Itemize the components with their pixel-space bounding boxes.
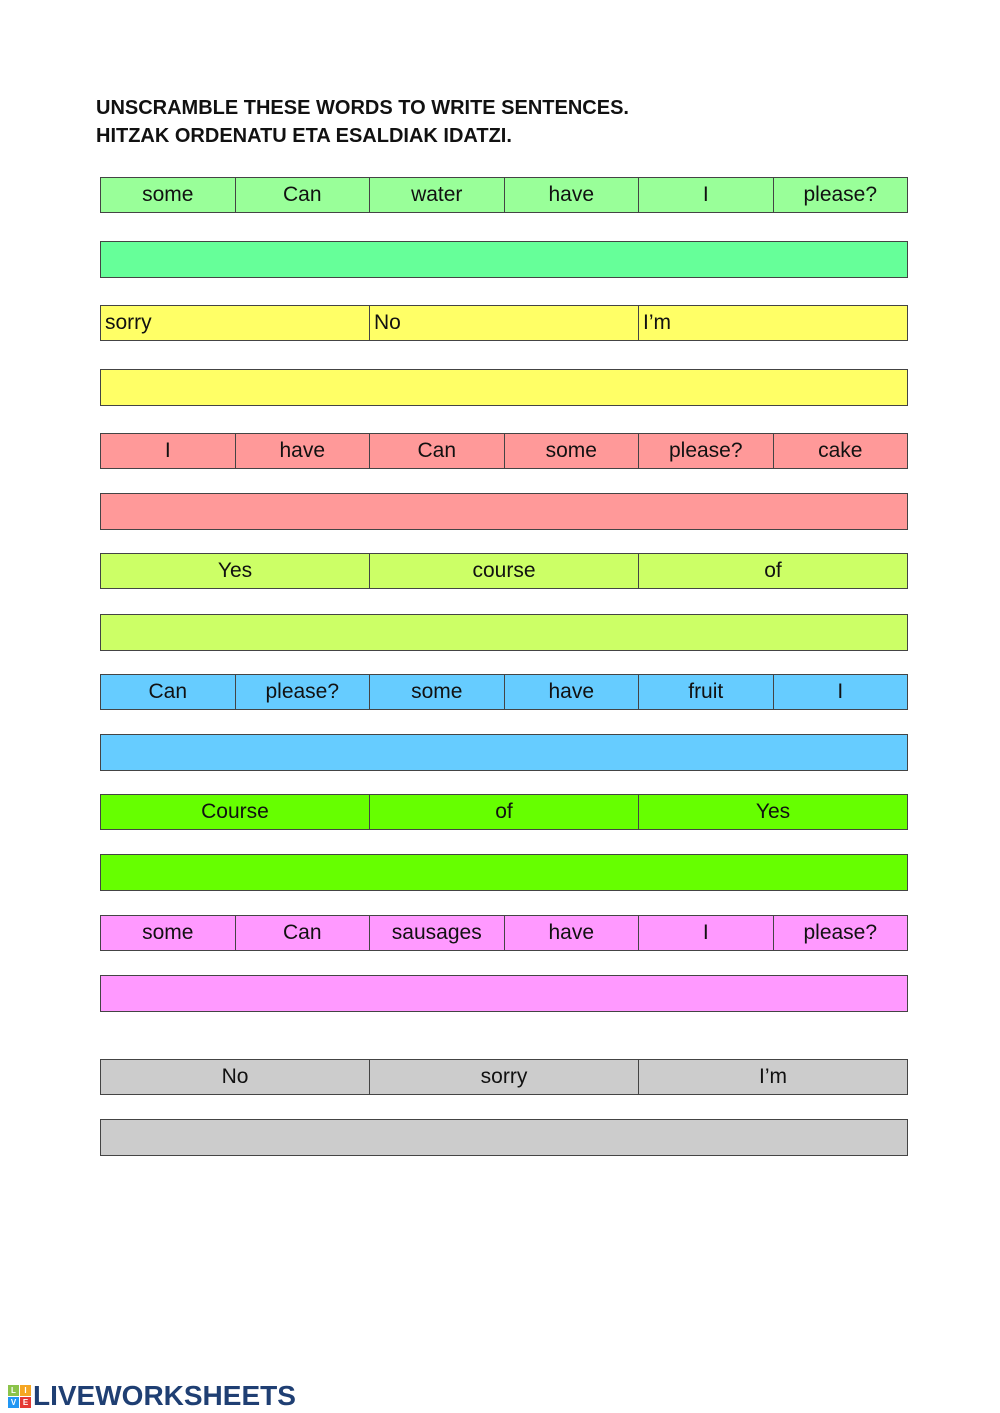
word-tile: cake: [818, 439, 863, 462]
word-row-5: Can please? some have fruit I: [100, 674, 908, 710]
word-row-8: No sorry I’m: [100, 1059, 908, 1095]
answer-field-8[interactable]: [100, 1119, 908, 1156]
word-row-4: Yes course of: [100, 553, 908, 589]
word-tile: please?: [803, 921, 878, 944]
word-tile: I: [639, 178, 774, 212]
word-tile: fruit: [639, 675, 774, 709]
word-tile: I’m: [643, 311, 671, 334]
word-tile: Can: [370, 434, 505, 468]
word-tile: Can: [236, 916, 370, 950]
word-tile: of: [764, 559, 782, 582]
word-tile: Can: [236, 178, 370, 212]
word-tile: of: [370, 795, 639, 829]
word-tile: water: [370, 178, 505, 212]
word-tile: sorry: [101, 306, 370, 340]
answer-field-3[interactable]: [100, 493, 908, 530]
word-tile: please?: [639, 434, 774, 468]
word-tile: some: [370, 675, 505, 709]
answer-field-2[interactable]: [100, 369, 908, 406]
word-tile: have: [505, 178, 639, 212]
word-tile: Can: [101, 675, 236, 709]
word-row-2: sorry No I’m: [100, 305, 908, 341]
word-tile: sorry: [370, 1060, 639, 1094]
word-tile: I’m: [759, 1065, 787, 1088]
word-tile: some: [505, 434, 639, 468]
logo-text: LIVEWORKSHEETS: [33, 1380, 296, 1411]
answer-field-5[interactable]: [100, 734, 908, 771]
word-tile: some: [101, 916, 236, 950]
word-tile: please?: [803, 183, 878, 206]
answer-field-6[interactable]: [100, 854, 908, 891]
answer-field-4[interactable]: [100, 614, 908, 651]
answer-field-1[interactable]: [100, 241, 908, 278]
word-tile: please?: [236, 675, 370, 709]
word-tile: Course: [101, 795, 370, 829]
answer-field-7[interactable]: [100, 975, 908, 1012]
word-tile: have: [236, 434, 370, 468]
word-tile: Yes: [101, 554, 370, 588]
word-tile: sausages: [370, 916, 505, 950]
word-row-6: Course of Yes: [100, 794, 908, 830]
instruction-basque: HITZAK ORDENATU ETA ESALDIAK IDATZI.: [96, 125, 512, 147]
word-tile: I: [101, 434, 236, 468]
word-tile: some: [101, 178, 236, 212]
word-tile: course: [370, 554, 639, 588]
word-tile: have: [505, 916, 639, 950]
word-tile: No: [370, 306, 639, 340]
instruction-english: UNSCRAMBLE THESE WORDS TO WRITE SENTENCE…: [96, 97, 629, 119]
word-tile: I: [639, 916, 774, 950]
word-tile: Yes: [755, 800, 791, 823]
word-tile: No: [101, 1060, 370, 1094]
word-tile: have: [505, 675, 639, 709]
word-tile: I: [837, 680, 844, 703]
